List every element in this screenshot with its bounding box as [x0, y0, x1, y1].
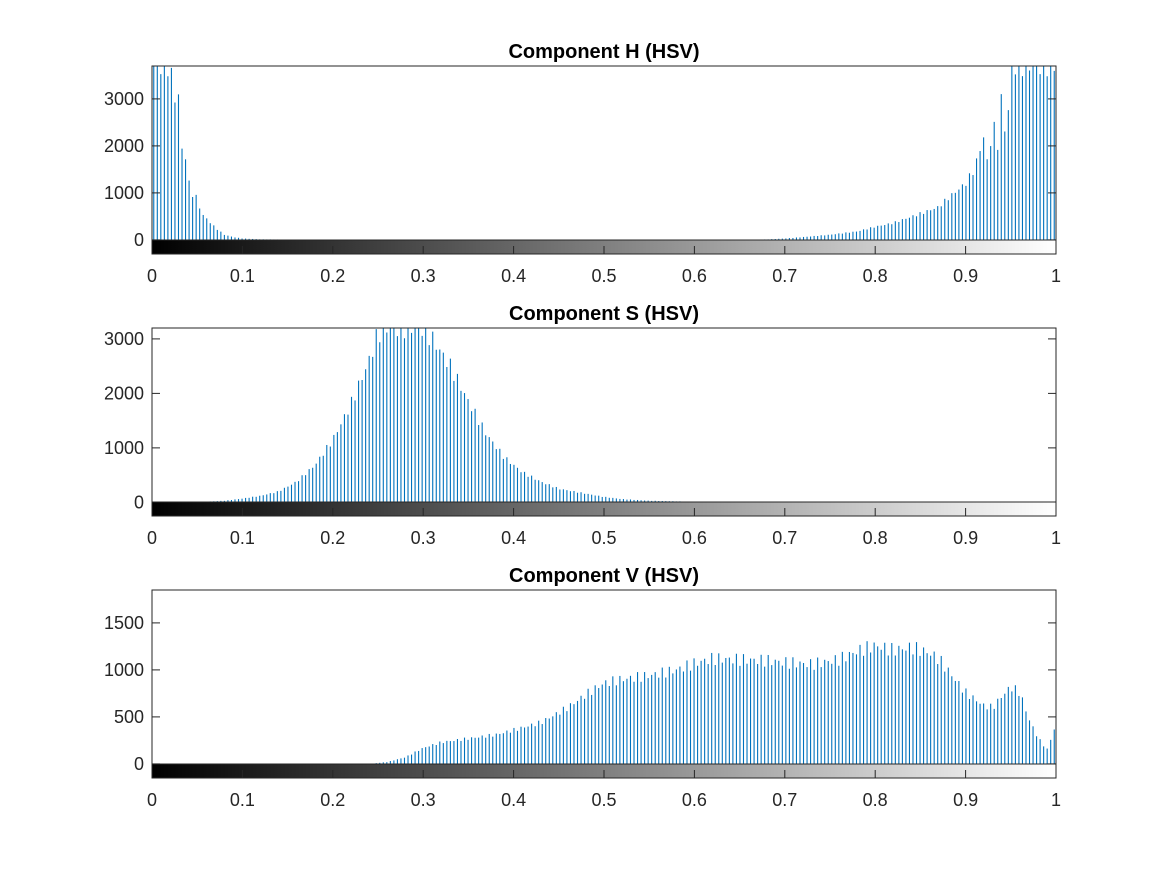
panel-h-xtick-label: 0 — [147, 266, 157, 286]
panel-v-title: Component V (HSV) — [509, 565, 699, 587]
panel-v-xtick-label: 0 — [147, 790, 157, 810]
panel-v-xtick-label: 0.5 — [591, 790, 616, 810]
panel-h-xtick-label: 0.8 — [863, 266, 888, 286]
panel-v-ytick-label: 0 — [134, 754, 144, 774]
panel-h-bars — [153, 66, 1055, 240]
panel-h-xtick-label: 0.1 — [230, 266, 255, 286]
panel-s-xtick-label: 0.4 — [501, 528, 526, 548]
panel-v-xtick-label: 0.3 — [411, 790, 436, 810]
panel-h-xtick-label: 0.4 — [501, 266, 526, 286]
panel-v-x-axis: 0 0.1 0.2 0.3 0.4 0.5 0.6 0.7 0.8 0.9 1 — [147, 770, 1061, 810]
panel-s-xtick-label: 0.1 — [230, 528, 255, 548]
panel-v-xtick-label: 0.2 — [320, 790, 345, 810]
panel-h-y-axis: 0 1000 2000 3000 — [104, 89, 1056, 250]
panel-h-xtick-label: 0.9 — [953, 266, 978, 286]
panel-h-xtick-label: 0.7 — [772, 266, 797, 286]
panel-s-xtick-label: 1 — [1051, 528, 1061, 548]
panel-s-xtick-label: 0.9 — [953, 528, 978, 548]
panel-v-y-axis: 0 500 1000 1500 — [104, 613, 1056, 774]
panel-h-xtick-label: 0.3 — [411, 266, 436, 286]
panel-h-x-axis: 0 0.1 0.2 0.3 0.4 0.5 0.6 0.7 0.8 0.9 1 — [147, 246, 1061, 286]
panel-s-x-axis: 0 0.1 0.2 0.3 0.4 0.5 0.6 0.7 0.8 0.9 1 — [147, 508, 1061, 548]
panel-s-ytick-label: 0 — [134, 492, 144, 512]
panel-s-xtick-label: 0.8 — [863, 528, 888, 548]
panel-s-y-axis: 0 1000 2000 3000 — [104, 329, 1056, 512]
panel-h-xtick-label: 0.2 — [320, 266, 345, 286]
panel-s-xtick-label: 0 — [147, 528, 157, 548]
panel-v-ytick-label: 1000 — [104, 660, 144, 680]
panel-s-bars — [153, 328, 783, 503]
panel-v: Component V (HSV) 0 500 1000 1500 0 0.1 0.2 0.… — [104, 565, 1061, 810]
panel-v-xtick-label: 1 — [1051, 790, 1061, 810]
panel-v-xtick-label: 0.9 — [953, 790, 978, 810]
panel-s-title: Component S (HSV) — [509, 303, 699, 325]
panel-s-ytick-label: 2000 — [104, 383, 144, 403]
panel-v-xtick-label: 0.1 — [230, 790, 255, 810]
panel-h-xtick-label: 0.6 — [682, 266, 707, 286]
panel-v-xtick-label: 0.7 — [772, 790, 797, 810]
panel-h-xtick-label: 0.5 — [591, 266, 616, 286]
panel-v-ytick-label: 500 — [114, 707, 144, 727]
panel-s-xtick-label: 0.3 — [411, 528, 436, 548]
panel-h-ytick-label: 1000 — [104, 183, 144, 203]
panel-s-xtick-label: 0.7 — [772, 528, 797, 548]
panel-s-ytick-label: 3000 — [104, 329, 144, 349]
panel-h-ytick-label: 2000 — [104, 136, 144, 156]
panel-h-ytick-label: 0 — [134, 230, 144, 250]
panel-v-bars — [368, 641, 1055, 764]
panel-s-xtick-label: 0.5 — [591, 528, 616, 548]
panel-s-ytick-label: 1000 — [104, 438, 144, 458]
panel-s-xtick-label: 0.2 — [320, 528, 345, 548]
panel-v-xtick-label: 0.6 — [682, 790, 707, 810]
panel-v-ytick-label: 1500 — [104, 613, 144, 633]
panel-h-title: Component H (HSV) — [508, 41, 699, 63]
panel-h-xtick-label: 1 — [1051, 266, 1061, 286]
panel-h-ytick-label: 3000 — [104, 89, 144, 109]
panel-v-xtick-label: 0.8 — [863, 790, 888, 810]
panel-v-xtick-label: 0.4 — [501, 790, 526, 810]
panel-s-xtick-label: 0.6 — [682, 528, 707, 548]
